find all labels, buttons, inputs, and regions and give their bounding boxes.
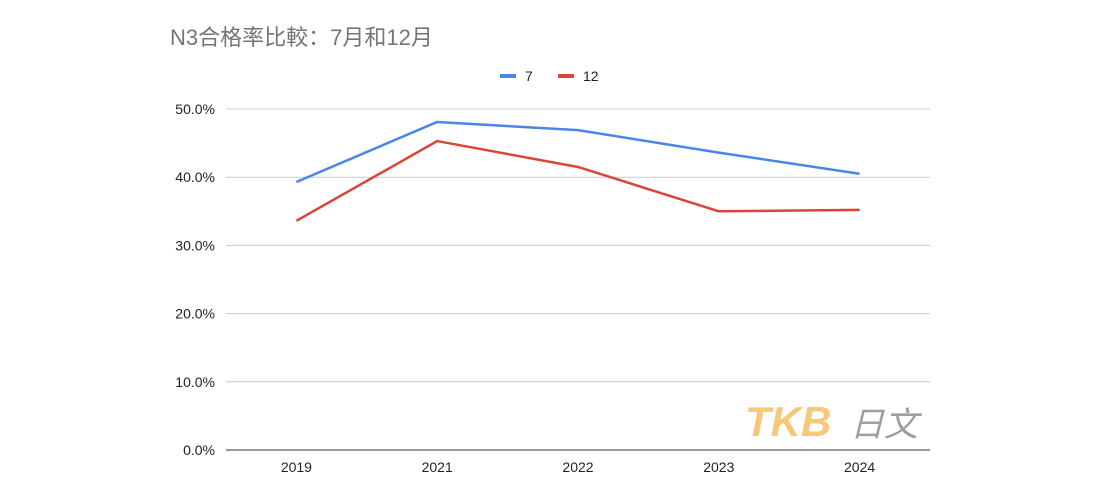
- y-tick-label: 0.0%: [183, 442, 215, 458]
- legend: 7 12: [500, 68, 599, 84]
- x-tick-label: 2023: [703, 459, 734, 475]
- y-tick-label: 40.0%: [175, 169, 215, 185]
- x-axis-ticks: 2019 2021 2022 2023 2024: [281, 459, 876, 475]
- series-line-12: [295, 139, 860, 222]
- x-tick-label: 2024: [844, 459, 875, 475]
- legend-label: 12: [583, 68, 599, 84]
- y-axis-ticks: 0.0% 10.0% 20.0% 30.0% 40.0% 50.0%: [175, 101, 215, 458]
- y-tick-label: 20.0%: [175, 306, 215, 322]
- watermark-ribun: 日文: [850, 406, 923, 444]
- x-tick-label: 2019: [281, 459, 312, 475]
- series-lines: [295, 120, 860, 222]
- y-tick-label: 50.0%: [175, 101, 215, 117]
- watermark-logo: TKB 日文: [745, 398, 923, 445]
- x-tick-label: 2021: [422, 459, 453, 475]
- chart-title: N3合格率比較：7月和12月: [170, 25, 433, 50]
- legend-label: 7: [525, 68, 533, 84]
- y-tick-label: 10.0%: [175, 374, 215, 390]
- y-tick-label: 30.0%: [175, 237, 215, 253]
- watermark-tkb: TKB: [745, 398, 831, 445]
- x-tick-label: 2022: [562, 459, 593, 475]
- gridlines: [226, 108, 930, 451]
